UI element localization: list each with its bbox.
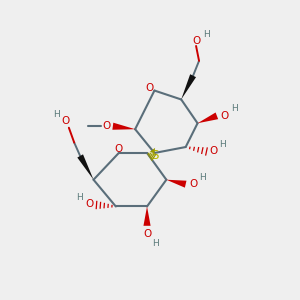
Text: O: O — [220, 111, 228, 121]
Polygon shape — [143, 206, 151, 226]
Text: O: O — [143, 229, 151, 239]
Text: O: O — [193, 36, 201, 46]
Text: H: H — [200, 173, 206, 182]
Polygon shape — [198, 112, 218, 123]
Text: O: O — [85, 200, 93, 209]
Polygon shape — [77, 154, 94, 180]
Text: H: H — [203, 30, 210, 39]
Text: O: O — [145, 82, 153, 93]
Text: O: O — [210, 146, 218, 157]
Text: H: H — [53, 110, 60, 119]
Text: O: O — [102, 121, 110, 130]
Text: H: H — [76, 193, 83, 202]
Text: H: H — [219, 140, 226, 148]
Text: O: O — [115, 144, 123, 154]
Text: H: H — [152, 238, 159, 247]
Text: S: S — [152, 149, 159, 162]
Polygon shape — [149, 148, 155, 153]
Text: H: H — [231, 104, 238, 113]
Polygon shape — [181, 74, 196, 100]
Text: O: O — [62, 116, 70, 126]
Polygon shape — [166, 180, 187, 188]
Polygon shape — [112, 123, 135, 130]
Text: O: O — [189, 179, 197, 189]
